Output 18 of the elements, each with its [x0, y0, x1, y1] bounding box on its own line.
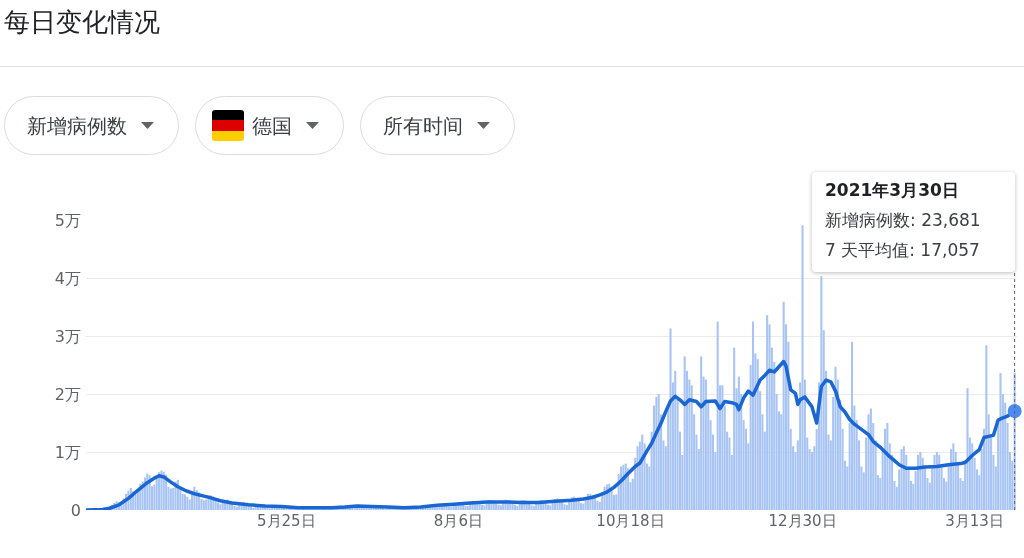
- y-tick-label: 0: [70, 500, 81, 520]
- x-tick-label: 8月6日: [433, 512, 483, 530]
- annotation: 7 天平均值: 17,057: [825, 239, 981, 262]
- x-tick-label: 3月13日: [945, 512, 1004, 530]
- x-tick-label: 10月18日: [596, 512, 665, 530]
- x-tick-label: 5月25日: [257, 512, 316, 530]
- y-tick-label: 4万: [54, 268, 81, 288]
- y-tick-label: 5万: [54, 210, 81, 230]
- tooltip-card: 2021年3月30日 新增病例数: 23,681 7 天平均值: 17,057: [812, 172, 1015, 272]
- y-tick-label: 2万: [54, 384, 81, 404]
- dropdown-chip: 所有时间: [360, 96, 515, 155]
- dropdown-chip: 新增病例数: [4, 96, 179, 155]
- y-tick-label: 1万: [54, 442, 81, 462]
- y-tick-label: 3万: [54, 326, 81, 346]
- chart-title: 每日变化情况: [4, 6, 160, 39]
- annotation: 新增病例数: 23,681: [825, 209, 982, 232]
- x-tick-label: 12月30日: [768, 512, 837, 530]
- dropdown-chip: 德国: [195, 96, 344, 155]
